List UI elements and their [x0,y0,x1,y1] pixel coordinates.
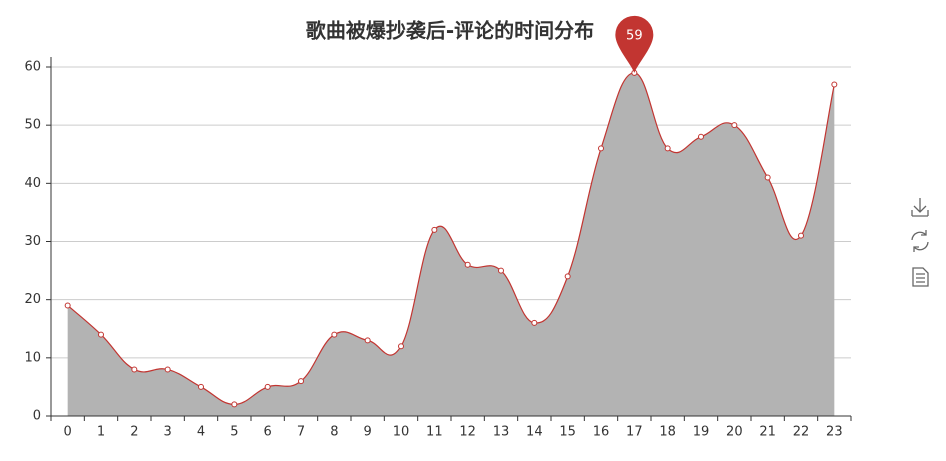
x-tick-label: 21 [759,425,776,440]
point [564,273,571,280]
point [464,261,471,268]
x-tick-label: 6 [264,425,272,440]
point [664,145,671,152]
chart-title: 歌曲被爆抄袭后-评论的时间分布 [306,19,594,43]
y-tick-label: 20 [24,292,41,307]
y-tick-label: 0 [33,409,41,424]
x-tick-label: 0 [64,425,72,440]
data-view-icon[interactable] [912,267,929,287]
y-tick-label: 10 [24,350,41,365]
point [764,174,771,181]
x-tick-label: 14 [526,425,543,440]
toolbox [911,198,929,287]
point [298,378,304,385]
x-tick-label: 3 [164,425,172,440]
x-tick-label: 12 [459,425,476,440]
point [431,226,438,233]
point [164,366,171,373]
point [598,145,604,152]
x-tick-label: 15 [559,425,576,440]
point [198,383,204,390]
x-tick-label: 18 [659,425,676,440]
restore-icon[interactable] [911,230,929,252]
x-tick-label: 1 [97,425,105,440]
point [698,133,704,140]
x-tick-label: 5 [230,425,238,440]
point [64,302,71,309]
x-tick-label: 9 [364,425,372,440]
point [798,232,804,239]
x-tick-label: 22 [793,425,810,440]
y-tick-label: 50 [24,118,41,133]
x-tick-label: 19 [693,425,710,440]
area [67,72,835,417]
y-tick-label: 40 [24,176,41,191]
x-tick-label: 4 [197,425,205,440]
point [364,337,371,344]
point [731,122,738,129]
y-tick-label: 30 [24,234,41,249]
x-tick-label: 7 [297,425,305,440]
x-tick-label: 8 [330,425,338,440]
point [498,267,504,274]
y-tick-label: 60 [24,60,41,75]
point [98,331,104,338]
x-tick-label: 16 [593,425,610,440]
point [231,401,238,408]
x-tick-label: 10 [393,425,410,440]
point [264,383,271,390]
point [131,366,138,373]
max-marker [615,15,654,73]
x-tick-label: 11 [426,425,443,440]
point [331,331,338,338]
x-tick-label: 13 [493,425,510,440]
x-tick-label: 20 [726,425,743,440]
x-tick-label: 2 [130,425,138,440]
point [531,319,538,326]
save-icon[interactable] [911,198,929,217]
x-tick-label: 23 [826,425,843,440]
max-marker-label: 59 [626,28,643,43]
point [831,81,838,88]
x-tick-label: 17 [626,425,643,440]
point [398,343,404,350]
